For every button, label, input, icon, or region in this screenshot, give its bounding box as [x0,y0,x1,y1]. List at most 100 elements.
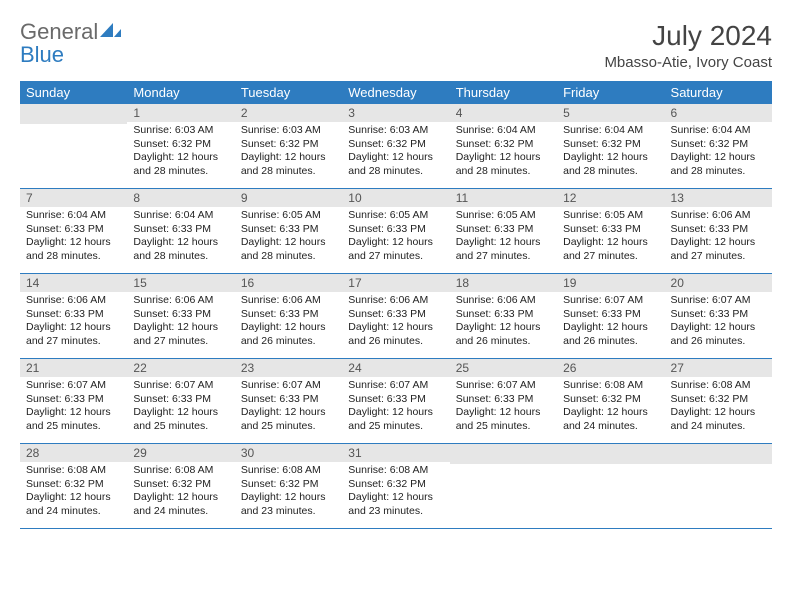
calendar-day: 3Sunrise: 6:03 AMSunset: 6:32 PMDaylight… [342,104,449,189]
day-number: 16 [235,274,342,292]
calendar-week: 14Sunrise: 6:06 AMSunset: 6:33 PMDayligh… [20,274,772,359]
day-line: Sunset: 6:32 PM [563,138,658,152]
day-content [20,124,127,130]
day-line: Sunset: 6:33 PM [456,393,551,407]
day-line: and 27 minutes. [133,335,228,349]
day-content: Sunrise: 6:06 AMSunset: 6:33 PMDaylight:… [342,292,449,353]
day-line: Daylight: 12 hours [133,236,228,250]
calendar-day: 10Sunrise: 6:05 AMSunset: 6:33 PMDayligh… [342,189,449,274]
day-line: Sunrise: 6:04 AM [456,124,551,138]
day-number: 26 [557,359,664,377]
day-line: Sunset: 6:33 PM [456,308,551,322]
day-line: Sunrise: 6:05 AM [563,209,658,223]
day-content: Sunrise: 6:04 AMSunset: 6:32 PMDaylight:… [450,122,557,183]
day-line: and 28 minutes. [671,165,766,179]
calendar-day-empty [557,444,664,529]
day-line: Sunset: 6:33 PM [241,308,336,322]
calendar-day: 1Sunrise: 6:03 AMSunset: 6:32 PMDaylight… [127,104,234,189]
calendar-day: 28Sunrise: 6:08 AMSunset: 6:32 PMDayligh… [20,444,127,529]
day-number: 10 [342,189,449,207]
day-line: Daylight: 12 hours [241,491,336,505]
day-content: Sunrise: 6:08 AMSunset: 6:32 PMDaylight:… [20,462,127,523]
calendar-day: 24Sunrise: 6:07 AMSunset: 6:33 PMDayligh… [342,359,449,444]
day-content: Sunrise: 6:06 AMSunset: 6:33 PMDaylight:… [665,207,772,268]
day-content: Sunrise: 6:04 AMSunset: 6:33 PMDaylight:… [127,207,234,268]
day-line: and 28 minutes. [456,165,551,179]
day-content: Sunrise: 6:07 AMSunset: 6:33 PMDaylight:… [235,377,342,438]
day-line: Daylight: 12 hours [348,236,443,250]
day-line: and 26 minutes. [348,335,443,349]
day-line: Sunrise: 6:07 AM [26,379,121,393]
day-number: 24 [342,359,449,377]
day-line: and 24 minutes. [563,420,658,434]
day-line: and 28 minutes. [348,165,443,179]
day-line: and 25 minutes. [133,420,228,434]
day-line: Daylight: 12 hours [133,491,228,505]
day-line: Sunrise: 6:06 AM [348,294,443,308]
day-line: Sunset: 6:33 PM [456,223,551,237]
day-line: Sunset: 6:33 PM [563,308,658,322]
calendar-week: 7Sunrise: 6:04 AMSunset: 6:33 PMDaylight… [20,189,772,274]
day-line: Sunrise: 6:06 AM [241,294,336,308]
day-content: Sunrise: 6:06 AMSunset: 6:33 PMDaylight:… [235,292,342,353]
day-line: Sunset: 6:33 PM [348,393,443,407]
day-number: 2 [235,104,342,122]
day-line: Daylight: 12 hours [241,321,336,335]
logo-sail-icon [100,20,122,43]
day-line: and 26 minutes. [671,335,766,349]
day-content: Sunrise: 6:08 AMSunset: 6:32 PMDaylight:… [235,462,342,523]
day-line: Sunrise: 6:07 AM [563,294,658,308]
calendar-day-empty [20,104,127,189]
day-line: Sunset: 6:33 PM [671,308,766,322]
calendar-body: 1Sunrise: 6:03 AMSunset: 6:32 PMDaylight… [20,104,772,529]
day-content: Sunrise: 6:03 AMSunset: 6:32 PMDaylight:… [127,122,234,183]
day-content: Sunrise: 6:05 AMSunset: 6:33 PMDaylight:… [342,207,449,268]
day-line: Daylight: 12 hours [348,406,443,420]
day-line: Daylight: 12 hours [348,321,443,335]
day-line: and 25 minutes. [241,420,336,434]
day-number: 8 [127,189,234,207]
day-content [450,464,557,470]
day-line: Daylight: 12 hours [133,321,228,335]
day-line: Sunset: 6:32 PM [26,478,121,492]
day-line: Daylight: 12 hours [133,151,228,165]
day-line: Sunrise: 6:08 AM [133,464,228,478]
calendar-day: 23Sunrise: 6:07 AMSunset: 6:33 PMDayligh… [235,359,342,444]
calendar-day: 14Sunrise: 6:06 AMSunset: 6:33 PMDayligh… [20,274,127,359]
calendar-day: 6Sunrise: 6:04 AMSunset: 6:32 PMDaylight… [665,104,772,189]
day-line: Sunset: 6:33 PM [26,393,121,407]
calendar-day: 7Sunrise: 6:04 AMSunset: 6:33 PMDaylight… [20,189,127,274]
day-number: 29 [127,444,234,462]
day-number: 3 [342,104,449,122]
day-line: and 27 minutes. [456,250,551,264]
calendar-week: 1Sunrise: 6:03 AMSunset: 6:32 PMDaylight… [20,104,772,189]
day-number: 18 [450,274,557,292]
calendar-day: 2Sunrise: 6:03 AMSunset: 6:32 PMDaylight… [235,104,342,189]
day-content: Sunrise: 6:07 AMSunset: 6:33 PMDaylight:… [665,292,772,353]
day-number: 15 [127,274,234,292]
day-number: 30 [235,444,342,462]
day-line: Sunset: 6:33 PM [26,308,121,322]
day-line: Daylight: 12 hours [26,491,121,505]
day-line: and 24 minutes. [26,505,121,519]
day-line: Sunset: 6:32 PM [563,393,658,407]
day-line: and 28 minutes. [563,165,658,179]
calendar-day: 30Sunrise: 6:08 AMSunset: 6:32 PMDayligh… [235,444,342,529]
calendar-day: 22Sunrise: 6:07 AMSunset: 6:33 PMDayligh… [127,359,234,444]
calendar-day: 5Sunrise: 6:04 AMSunset: 6:32 PMDaylight… [557,104,664,189]
day-number: 17 [342,274,449,292]
day-line: Daylight: 12 hours [26,236,121,250]
day-line: Sunset: 6:33 PM [348,223,443,237]
day-content [665,464,772,470]
day-line: and 27 minutes. [563,250,658,264]
day-line: Sunset: 6:33 PM [133,308,228,322]
day-line: Sunset: 6:33 PM [241,393,336,407]
day-content: Sunrise: 6:08 AMSunset: 6:32 PMDaylight:… [557,377,664,438]
day-line: Sunrise: 6:06 AM [26,294,121,308]
day-content: Sunrise: 6:08 AMSunset: 6:32 PMDaylight:… [342,462,449,523]
day-number: 25 [450,359,557,377]
calendar-day: 31Sunrise: 6:08 AMSunset: 6:32 PMDayligh… [342,444,449,529]
day-line: Daylight: 12 hours [241,151,336,165]
day-line: Sunrise: 6:04 AM [133,209,228,223]
day-line: Daylight: 12 hours [133,406,228,420]
